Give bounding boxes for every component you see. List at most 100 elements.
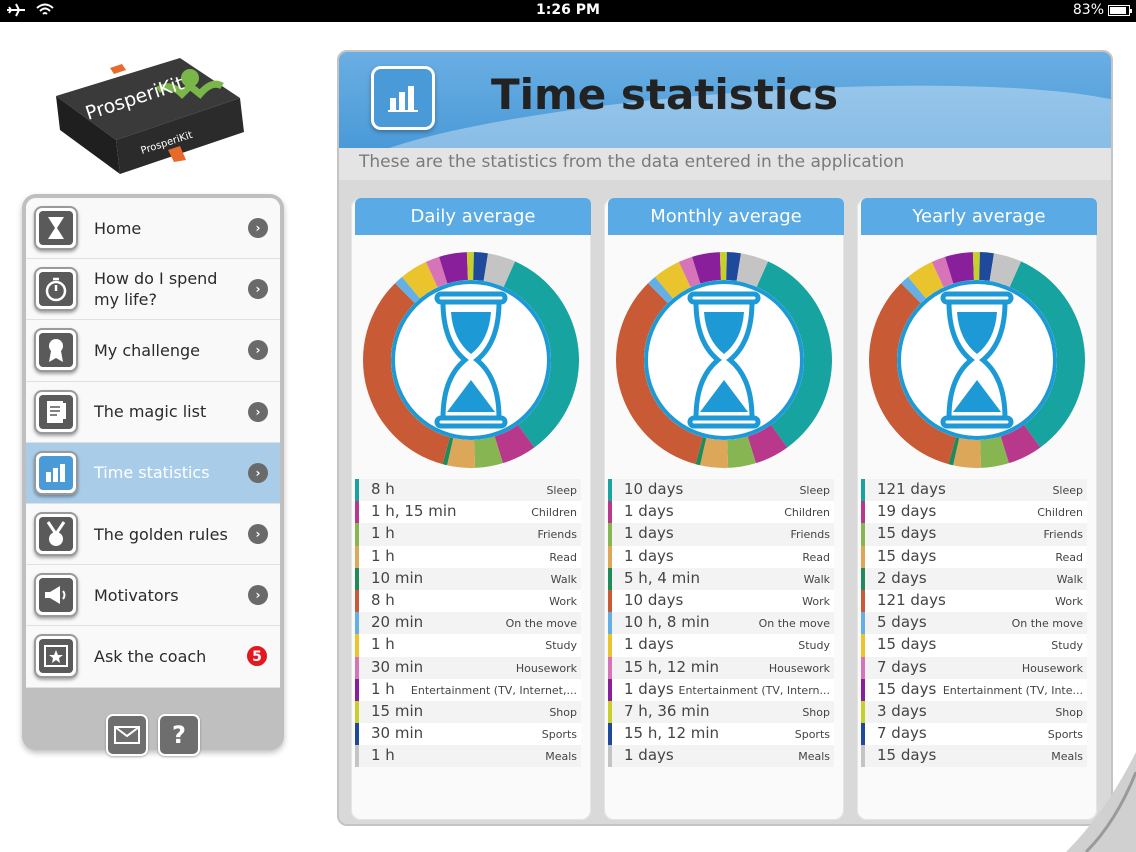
stats-value: 20 min bbox=[371, 613, 424, 632]
donut-slice bbox=[980, 436, 1009, 468]
stats-value: 5 h, 4 min bbox=[624, 568, 700, 587]
stats-value: 15 days bbox=[877, 679, 937, 698]
donut-slice bbox=[736, 253, 769, 287]
stats-value: 15 h, 12 min bbox=[624, 724, 720, 743]
stats-row: 7 days Sports bbox=[861, 723, 1087, 746]
stats-row: 1 h Entertainment (TV, Internet,... bbox=[355, 678, 581, 701]
stats-value: 15 days bbox=[877, 524, 937, 543]
page-subtitle: These are the statistics from the data e… bbox=[359, 152, 905, 172]
hourglass-icon bbox=[34, 206, 78, 251]
stats-row: 5 days On the move bbox=[861, 612, 1087, 635]
battery-icon bbox=[1108, 4, 1132, 16]
sidebar-item-my-challenge[interactable]: My challenge › bbox=[26, 320, 280, 382]
sidebar-item-label: My challenge bbox=[94, 340, 200, 360]
donut-slice bbox=[747, 424, 788, 464]
stats-category: Meals bbox=[798, 750, 830, 764]
sidebar-item-the-golden-rules[interactable]: The golden rules › bbox=[26, 503, 280, 566]
stats-row: 8 h Work bbox=[355, 589, 581, 613]
donut-slice bbox=[869, 283, 956, 465]
stats-category: Entertainment (TV, Internet,... bbox=[410, 683, 577, 697]
column-yearly: Yearly average 121 days Sleep 19 days Child… bbox=[857, 198, 1097, 820]
stats-value: 1 h, 15 min bbox=[371, 502, 457, 521]
column-heading: Yearly average bbox=[861, 198, 1097, 235]
stats-value: 8 h bbox=[371, 480, 395, 498]
donut-slice bbox=[700, 438, 729, 468]
hourglass-icon bbox=[687, 291, 761, 429]
donut-center bbox=[391, 280, 551, 440]
stats-value: 7 days bbox=[877, 657, 927, 676]
stats-row: 15 days Read bbox=[861, 545, 1087, 568]
status-bar: 1:26 PM 83% bbox=[0, 0, 1136, 22]
stats-row: 1 h Friends bbox=[355, 523, 581, 546]
sidebar-item-the-magic-list[interactable]: The magic list › bbox=[26, 381, 280, 443]
stats-category: Friends bbox=[1043, 528, 1083, 542]
donut-slice bbox=[648, 276, 673, 304]
stats-value: 19 days bbox=[877, 502, 937, 521]
help-button[interactable]: ? bbox=[158, 714, 200, 756]
stats-value: 1 days bbox=[624, 679, 674, 698]
donut-inner-ring bbox=[897, 280, 1057, 440]
stats-row: 20 min On the move bbox=[355, 612, 581, 635]
stats-value: 10 min bbox=[371, 568, 424, 587]
stats-row: 15 days Friends bbox=[861, 523, 1087, 546]
sidebar-item-label: How do I spend my life? bbox=[94, 269, 218, 310]
statistics-panel: Time statistics These are the statistics… bbox=[337, 50, 1113, 826]
stats-value: 121 days bbox=[877, 590, 946, 609]
bar-chart-icon bbox=[371, 66, 435, 130]
stats-value: 1 days bbox=[624, 524, 674, 543]
sidebar-item-ask-the-coach[interactable]: Ask the coach 5 bbox=[26, 626, 280, 688]
stats-row: 30 min Sports bbox=[355, 723, 581, 746]
hourglass-icon bbox=[434, 291, 508, 429]
stats-row: 15 min Shop bbox=[355, 700, 581, 724]
page-curl bbox=[1066, 752, 1136, 852]
stats-category: Shop bbox=[802, 705, 830, 719]
donut-slice bbox=[1000, 424, 1041, 464]
stats-row: 121 days Sleep bbox=[861, 479, 1087, 502]
stats-row: 1 days Read bbox=[608, 545, 834, 568]
subtitle-bar: These are the statistics from the data e… bbox=[339, 148, 1111, 180]
star-board-icon bbox=[34, 634, 78, 679]
stats-category: Entertainment (TV, Inte... bbox=[942, 683, 1083, 697]
donut-chart bbox=[616, 252, 832, 468]
donut-slice bbox=[726, 252, 742, 281]
battery-percent: 83% bbox=[1072, 2, 1104, 18]
sidebar-footer: ? bbox=[22, 714, 284, 756]
stats-category: Read bbox=[802, 550, 830, 564]
megaphone-icon bbox=[34, 573, 78, 618]
stats-category: Work bbox=[1055, 594, 1083, 608]
donut-slice bbox=[483, 253, 516, 287]
stats-category: Friends bbox=[537, 528, 577, 542]
donut-slice bbox=[473, 252, 489, 281]
stats-category: On the move bbox=[1011, 617, 1083, 631]
donut-slice bbox=[692, 252, 721, 284]
donut-slice bbox=[425, 256, 448, 288]
stats-row: 1 h Meals bbox=[355, 745, 581, 768]
donut-slice bbox=[719, 252, 727, 281]
donut-slice bbox=[678, 256, 701, 288]
stats-value: 10 h, 8 min bbox=[624, 613, 710, 632]
stats-row: 1 days Friends bbox=[608, 523, 834, 546]
sidebar-item-time-statistics[interactable]: Time statistics › bbox=[26, 442, 280, 504]
sidebar-item-how-do-i-spend-my-life[interactable]: How do I spend my life? › bbox=[26, 259, 280, 321]
stats-value: 1 h bbox=[371, 635, 395, 654]
donut-inner-ring bbox=[644, 280, 804, 440]
mail-button[interactable] bbox=[106, 714, 148, 756]
stats-value: 1 days bbox=[624, 546, 674, 565]
sidebar-item-motivators[interactable]: Motivators › bbox=[26, 565, 280, 627]
sidebar-item-label: Motivators bbox=[94, 585, 179, 605]
sidebar-item-home[interactable]: Home › bbox=[26, 198, 280, 260]
donut-slice bbox=[439, 252, 468, 284]
stats-row: 5 h, 4 min Walk bbox=[608, 567, 834, 590]
stats-category: Entertainment (TV, Intern... bbox=[678, 683, 831, 697]
stats-category: Sports bbox=[541, 728, 577, 742]
stats-value: 2 days bbox=[877, 568, 927, 587]
stats-value: 1 h bbox=[371, 524, 395, 543]
stats-category: Children bbox=[784, 506, 830, 520]
stats-value: 10 days bbox=[624, 480, 684, 498]
stats-row: 1 days Children bbox=[608, 501, 834, 524]
stats-row: 1 days Entertainment (TV, Intern... bbox=[608, 678, 834, 701]
stats-category: Read bbox=[549, 550, 577, 564]
sidebar-item-label: Time statistics bbox=[94, 463, 210, 483]
donut-slice bbox=[727, 436, 756, 468]
stats-row: 1 days Meals bbox=[608, 745, 834, 768]
